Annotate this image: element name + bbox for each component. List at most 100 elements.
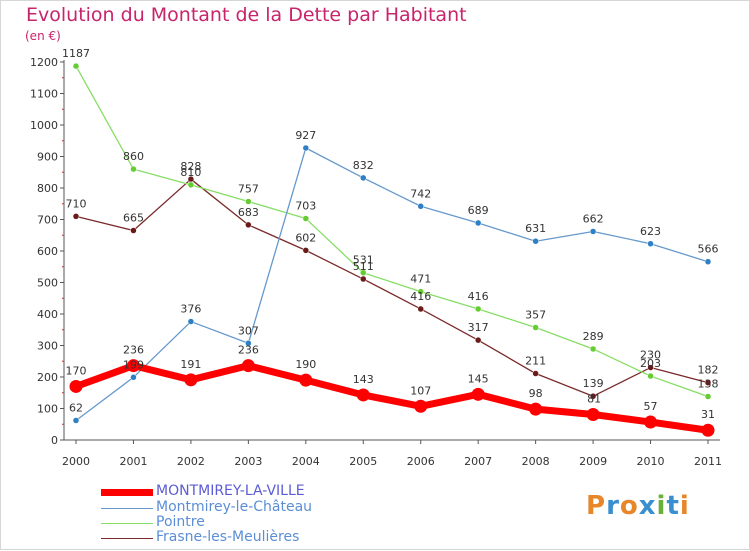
data-label: 62 — [69, 401, 83, 414]
data-point — [704, 393, 712, 400]
data-label: 138 — [698, 378, 719, 391]
data-label: 828 — [180, 160, 201, 173]
data-label: 689 — [468, 204, 489, 217]
data-point — [72, 417, 80, 424]
series-line-1 — [75, 147, 709, 421]
data-label: 376 — [180, 303, 201, 316]
data-point — [589, 345, 597, 353]
data-label: 665 — [123, 212, 144, 225]
y-tick-label: 1000 — [30, 119, 58, 132]
data-point — [417, 203, 424, 210]
legend-swatch — [101, 508, 153, 509]
data-label: 170 — [66, 364, 87, 377]
logo-letter: x — [638, 491, 657, 521]
proxiti-logo: Proxiti — [586, 491, 690, 521]
data-label: 602 — [295, 231, 316, 244]
x-tick-label: 2009 — [579, 455, 607, 468]
data-point — [532, 324, 539, 331]
data-point — [245, 198, 252, 205]
legend-item-montmirey-la-ville: MONTMIREY-LA-VILLE — [101, 483, 361, 501]
data-point — [356, 388, 370, 402]
data-point — [72, 213, 80, 220]
data-point — [360, 174, 367, 182]
data-label: 860 — [123, 150, 144, 163]
logo-letter: o — [619, 491, 639, 521]
y-tick-label: 700 — [37, 214, 58, 227]
legend-label: MONTMIREY-LA-VILLE — [156, 483, 305, 499]
data-label: 742 — [410, 187, 431, 200]
legend-swatch — [101, 489, 153, 496]
data-point — [72, 62, 80, 70]
data-label: 471 — [410, 273, 431, 286]
data-label: 307 — [238, 324, 259, 337]
data-label: 531 — [353, 254, 374, 267]
x-tick-label: 2003 — [234, 455, 262, 468]
logo-letter: i — [679, 491, 690, 521]
data-label: 810 — [180, 166, 201, 179]
y-tick-label: 900 — [37, 151, 58, 164]
data-label: 631 — [525, 222, 546, 235]
data-label: 703 — [295, 200, 316, 213]
x-tick-label: 2011 — [694, 455, 722, 468]
data-label: 832 — [353, 159, 374, 172]
x-tick-label: 2004 — [292, 455, 320, 468]
legend-label: Montmirey-le-Château — [156, 499, 313, 515]
data-label: 230 — [640, 349, 661, 362]
data-point — [647, 364, 654, 371]
data-point — [589, 228, 597, 235]
data-point — [130, 227, 137, 234]
x-tick-label: 2007 — [464, 455, 492, 468]
data-label: 927 — [295, 129, 316, 142]
data-label: 190 — [295, 358, 316, 371]
data-point — [130, 374, 137, 381]
data-label: 623 — [640, 225, 661, 238]
legend-label: Pointre — [156, 514, 205, 530]
data-label: 145 — [468, 372, 489, 385]
data-point — [69, 379, 83, 393]
data-point — [474, 219, 482, 227]
data-point — [126, 359, 140, 373]
data-point — [532, 237, 539, 245]
data-point — [417, 288, 424, 295]
series-line-3 — [75, 178, 709, 397]
data-label: 107 — [410, 384, 431, 397]
y-tick-label: 100 — [37, 403, 58, 416]
legend-item-pointre: Pointre — [101, 514, 361, 532]
x-tick-label: 2008 — [522, 455, 550, 468]
data-point — [187, 318, 195, 325]
data-label: 31 — [701, 408, 715, 421]
logo-letter: i — [656, 491, 667, 521]
y-tick-label: 1200 — [30, 56, 58, 69]
y-tick-label: 0 — [51, 434, 58, 447]
data-point — [532, 370, 539, 377]
data-label: 710 — [66, 197, 87, 210]
data-label: 191 — [180, 358, 201, 371]
y-tick-label: 600 — [37, 245, 58, 258]
data-point — [474, 305, 482, 313]
x-tick-label: 2001 — [119, 455, 147, 468]
logo-letter: P — [586, 491, 607, 521]
data-label: 81 — [587, 392, 601, 405]
y-tick-label: 400 — [37, 308, 58, 321]
data-label: 683 — [238, 206, 259, 219]
data-label: 416 — [410, 290, 431, 303]
data-point — [647, 372, 654, 380]
logo-letter: r — [606, 491, 620, 521]
series-line-0 — [74, 362, 709, 434]
data-label: 357 — [525, 309, 546, 322]
x-tick-label: 2010 — [637, 455, 665, 468]
y-tick-label: 800 — [37, 182, 58, 195]
data-point — [302, 144, 310, 152]
data-point — [360, 269, 367, 276]
data-label: 416 — [468, 290, 489, 303]
data-label: 1187 — [62, 47, 90, 60]
data-point — [701, 423, 715, 437]
data-label: 317 — [468, 321, 489, 334]
data-point — [474, 336, 482, 344]
legend-swatch — [101, 523, 153, 524]
data-point — [647, 240, 654, 248]
data-point — [589, 392, 597, 400]
x-tick-label: 2002 — [177, 455, 205, 468]
